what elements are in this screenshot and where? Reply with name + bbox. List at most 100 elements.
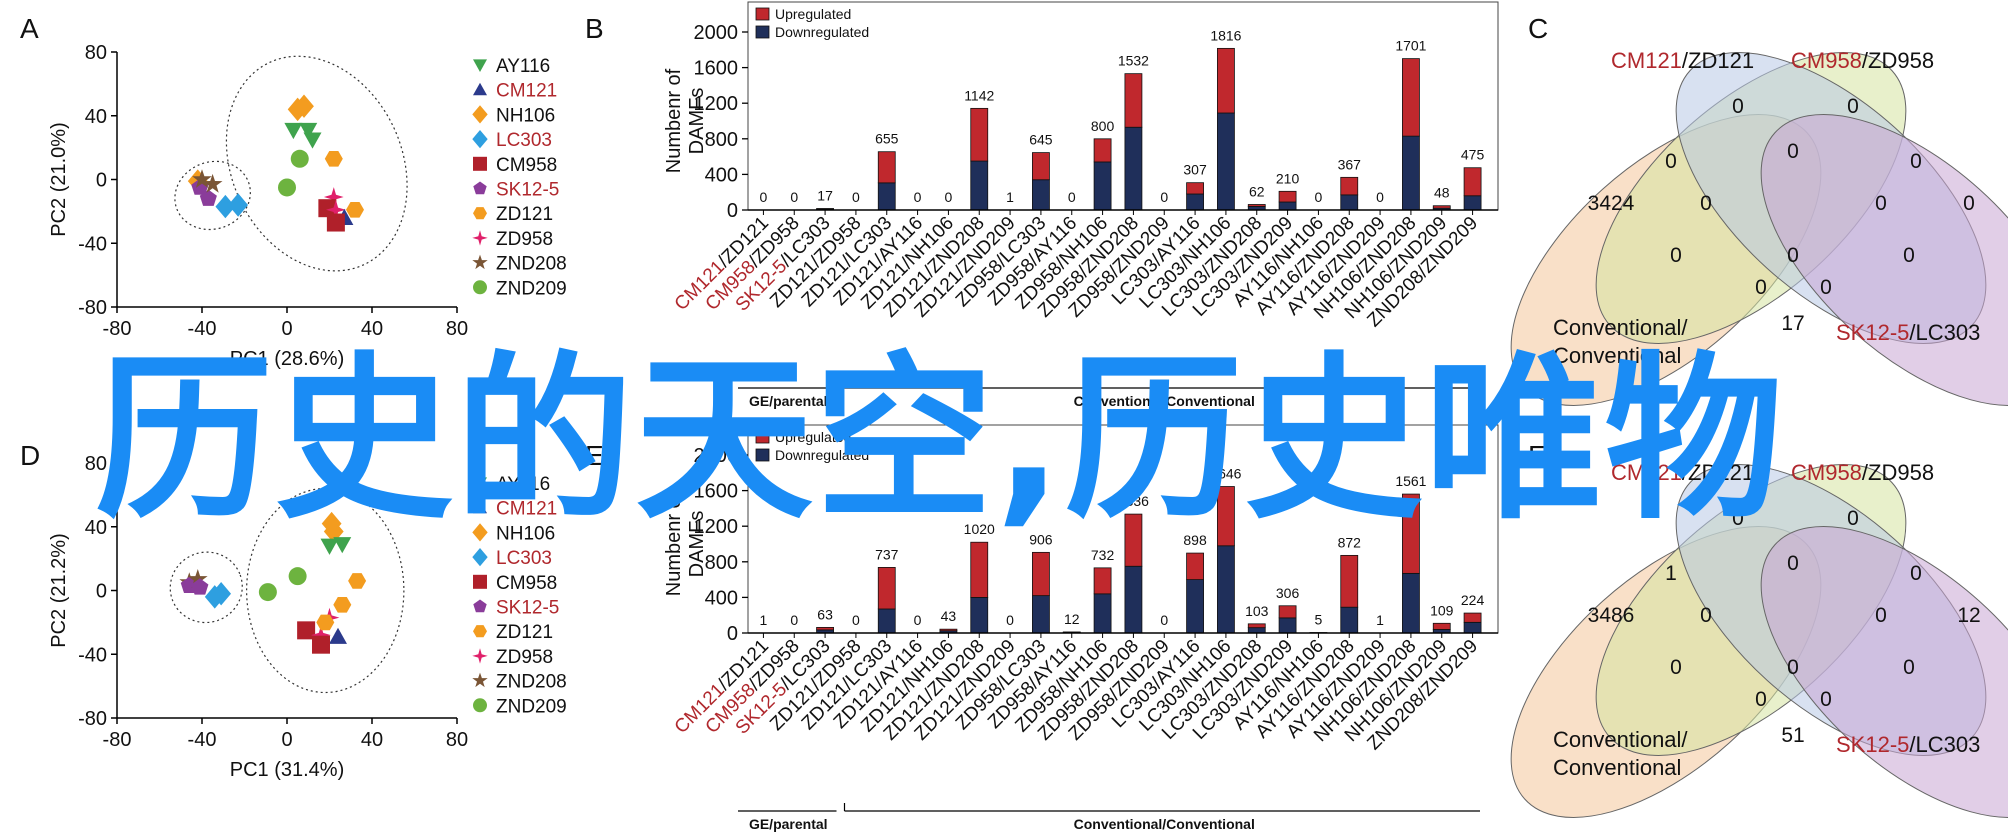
bar-upregulated bbox=[1279, 191, 1296, 202]
bar-value-label: 0 bbox=[945, 189, 953, 205]
legend-label: Upregulated bbox=[775, 6, 851, 22]
point-marker bbox=[472, 230, 487, 245]
point-marker bbox=[333, 597, 351, 613]
bar-downregulated bbox=[1125, 127, 1142, 210]
bar-value-label: 0 bbox=[790, 612, 798, 628]
venn-count: 0 bbox=[1875, 192, 1887, 215]
y-tick-label: 40 bbox=[85, 106, 107, 128]
bar-value-label: 0 bbox=[914, 189, 922, 205]
venn-set-label: SK12-5/LC303 bbox=[1836, 732, 1980, 757]
bar-downregulated bbox=[878, 183, 895, 210]
y-tick-label: 400 bbox=[705, 587, 738, 609]
bar-downregulated bbox=[1279, 202, 1296, 210]
bar-upregulated bbox=[1248, 624, 1265, 628]
x-tick-label: -80 bbox=[103, 729, 132, 751]
venn-count: 51 bbox=[1781, 724, 1804, 747]
venn-count: 0 bbox=[1670, 244, 1682, 267]
venn-count: 0 bbox=[1755, 688, 1767, 711]
point-marker bbox=[284, 123, 302, 139]
x-tick-label: 0 bbox=[281, 729, 292, 751]
venn-count: 0 bbox=[1700, 192, 1712, 215]
y-tick-label: 2000 bbox=[694, 22, 739, 44]
venn-set-name: /ZD121 bbox=[1682, 48, 1754, 73]
legend-label: SK12-5 bbox=[496, 180, 559, 201]
bar-value-label: 43 bbox=[941, 608, 957, 624]
point-marker bbox=[278, 178, 296, 196]
point-marker bbox=[329, 628, 347, 644]
venn-count: 0 bbox=[1820, 276, 1832, 299]
bar-upregulated bbox=[817, 208, 834, 209]
y-tick-label: 0 bbox=[727, 623, 738, 645]
legend-label: CM958 bbox=[496, 155, 557, 176]
venn-count: 0 bbox=[1963, 192, 1975, 215]
point-marker bbox=[473, 207, 487, 219]
bar-value-label: 0 bbox=[1160, 612, 1168, 628]
venn-set-name: SK12-5 bbox=[1836, 732, 1909, 757]
y-tick-label: 1600 bbox=[694, 58, 739, 80]
bar-downregulated bbox=[1187, 194, 1204, 210]
bar-value-label: 12 bbox=[1064, 611, 1080, 627]
bar-downregulated bbox=[1402, 573, 1419, 633]
bar-downregulated bbox=[1032, 596, 1049, 633]
y-tick-label: 800 bbox=[705, 129, 738, 151]
bar-upregulated bbox=[878, 152, 895, 183]
panel-letter-d: D bbox=[20, 440, 40, 471]
bar-value-label: 645 bbox=[1029, 132, 1053, 148]
legend-label: LC303 bbox=[496, 130, 552, 151]
venn-count: 0 bbox=[1875, 604, 1887, 627]
bar-value-label: 0 bbox=[1006, 612, 1014, 628]
point-marker bbox=[473, 600, 486, 613]
x-tick-label: 80 bbox=[446, 729, 468, 751]
y-axis-label: Numbenr of bbox=[663, 68, 685, 173]
legend-label: ZD958 bbox=[496, 229, 553, 250]
point-marker bbox=[472, 673, 487, 688]
venn-count: 0 bbox=[1732, 95, 1744, 118]
bar-value-label: 0 bbox=[914, 612, 922, 628]
bar-upregulated bbox=[817, 627, 834, 629]
legend-label: AY116 bbox=[496, 56, 550, 77]
point-marker bbox=[304, 132, 322, 148]
bar-value-label: 1816 bbox=[1210, 27, 1241, 43]
bar-downregulated bbox=[1341, 607, 1358, 633]
x-tick-label: 40 bbox=[361, 729, 383, 751]
bar-upregulated bbox=[971, 108, 988, 161]
y-tick-label: -40 bbox=[78, 644, 107, 666]
venn-count: 0 bbox=[1787, 244, 1799, 267]
point-marker bbox=[473, 280, 487, 294]
bar-value-label: 0 bbox=[1315, 189, 1323, 205]
point-marker bbox=[228, 193, 248, 216]
venn-set-label: Conventional bbox=[1553, 755, 1681, 780]
bar-value-label: 63 bbox=[817, 606, 833, 622]
legend-label: ZD121 bbox=[496, 204, 553, 225]
y-axis-label: PC2 (21.2%) bbox=[48, 533, 70, 648]
y-tick-label: 80 bbox=[85, 42, 107, 64]
bar-value-label: 62 bbox=[1249, 183, 1265, 199]
bar-value-label: 0 bbox=[1160, 189, 1168, 205]
y-tick-label: 0 bbox=[727, 200, 738, 222]
bar-value-label: 224 bbox=[1461, 592, 1485, 608]
venn-set-name: CM121 bbox=[1611, 48, 1682, 73]
point-marker bbox=[472, 105, 487, 123]
bar-upregulated bbox=[1464, 168, 1481, 196]
legend-label: NH106 bbox=[496, 105, 555, 126]
bar-upregulated bbox=[1464, 613, 1481, 622]
bar-downregulated bbox=[1279, 618, 1296, 633]
bar-value-label: 0 bbox=[1376, 189, 1384, 205]
legend-label: Downregulated bbox=[775, 24, 869, 40]
point-marker bbox=[259, 583, 277, 601]
bar-value-label: 655 bbox=[875, 131, 899, 147]
bar-value-label: 1 bbox=[1006, 189, 1014, 205]
venn-set-name: CM958 bbox=[1791, 48, 1862, 73]
y-tick-label: 400 bbox=[705, 164, 738, 186]
bar-value-label: 306 bbox=[1276, 585, 1300, 601]
bar-downregulated bbox=[1094, 594, 1111, 633]
venn-count: 12 bbox=[1957, 604, 1980, 627]
point-marker bbox=[346, 202, 364, 218]
point-marker bbox=[473, 59, 487, 72]
point-marker bbox=[473, 182, 486, 195]
legend-label: ZND209 bbox=[496, 696, 567, 717]
point-marker bbox=[472, 255, 487, 270]
group-label: Conventional/Conventional bbox=[1074, 816, 1255, 832]
bar-upregulated bbox=[1032, 153, 1049, 180]
bar-upregulated bbox=[940, 629, 957, 631]
